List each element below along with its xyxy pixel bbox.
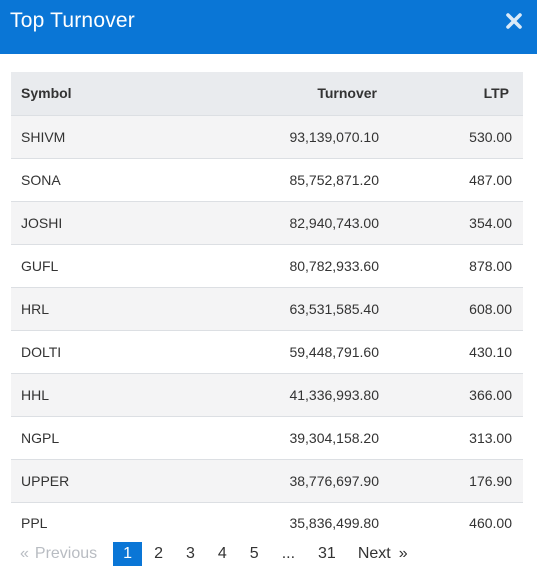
page-1-button[interactable]: 1 xyxy=(113,542,143,566)
cell-symbol: UPPER xyxy=(21,472,70,489)
cell-symbol: JOSHI xyxy=(21,214,63,231)
page-4-button[interactable]: 4 xyxy=(217,545,227,562)
column-header-turnover[interactable]: Turnover xyxy=(317,85,377,102)
table-row[interactable]: HHL 41,336,993.80 366.00 xyxy=(11,373,523,416)
cell-symbol: GUFL xyxy=(21,257,59,274)
pagination: « Previous 1 2 3 4 5 ... 31 Next » xyxy=(12,541,416,567)
cell-turnover: 35,836,499.80 xyxy=(289,514,379,531)
page-5-button[interactable]: 5 xyxy=(249,545,259,562)
modal-header: Top Turnover xyxy=(0,0,537,54)
table-row[interactable]: SONA 85,752,871.20 487.00 xyxy=(11,158,523,201)
table-row[interactable]: SHIVM 93,139,070.10 530.00 xyxy=(11,115,523,158)
cell-turnover: 82,940,743.00 xyxy=(289,214,379,231)
cell-ltp: 460.00 xyxy=(469,514,512,531)
table-row[interactable]: JOSHI 82,940,743.00 354.00 xyxy=(11,201,523,244)
next-label: Next xyxy=(357,545,391,562)
close-button[interactable] xyxy=(505,12,523,30)
table-row[interactable]: NGPL 39,304,158.20 313.00 xyxy=(11,416,523,459)
cell-turnover: 80,782,933.60 xyxy=(289,257,379,274)
cell-turnover: 38,776,697.90 xyxy=(289,472,379,489)
double-chevron-right-icon: » xyxy=(398,545,408,562)
modal-title: Top Turnover xyxy=(10,9,135,32)
table-row[interactable]: DOLTI 59,448,791.60 430.10 xyxy=(11,330,523,373)
cell-ltp: 430.10 xyxy=(469,343,512,360)
cell-ltp: 366.00 xyxy=(469,386,512,403)
cell-turnover: 63,531,585.40 xyxy=(289,300,379,317)
cell-symbol: HRL xyxy=(21,300,50,317)
page-31-button[interactable]: 31 xyxy=(318,545,336,562)
cell-symbol: SHIVM xyxy=(21,128,66,145)
cell-turnover: 41,336,993.80 xyxy=(289,386,379,403)
cell-ltp: 530.00 xyxy=(469,128,512,145)
cell-ltp: 354.00 xyxy=(469,214,512,231)
cell-ltp: 608.00 xyxy=(469,300,512,317)
table-body: SHIVM 93,139,070.10 530.00 SONA 85,752,871.2… xyxy=(11,115,523,543)
table-row[interactable]: HRL 63,531,585.40 608.00 xyxy=(11,287,523,330)
previous-page-button[interactable]: « Previous xyxy=(12,542,105,566)
cell-symbol: NGPL xyxy=(21,429,60,446)
cell-ltp: 878.00 xyxy=(469,257,512,274)
cell-symbol: HHL xyxy=(21,386,50,403)
column-header-ltp[interactable]: LTP xyxy=(483,85,509,102)
close-icon xyxy=(506,13,522,29)
cell-turnover: 59,448,791.60 xyxy=(289,343,379,360)
cell-turnover: 39,304,158.20 xyxy=(289,429,379,446)
table-header-row: Symbol Turnover LTP xyxy=(11,72,523,115)
cell-turnover: 85,752,871.20 xyxy=(289,171,379,188)
double-chevron-left-icon: « xyxy=(20,545,29,562)
turnover-table-container: Symbol Turnover LTP SHIVM 93,139,070.10 53… xyxy=(11,72,523,543)
turnover-table: Symbol Turnover LTP SHIVM 93,139,070.10 53… xyxy=(11,72,523,543)
cell-symbol: SONA xyxy=(21,171,61,188)
cell-symbol: DOLTI xyxy=(21,343,62,360)
cell-ltp: 313.00 xyxy=(469,429,512,446)
table-row[interactable]: GUFL 80,782,933.60 878.00 xyxy=(11,244,523,287)
pagination-ellipsis: ... xyxy=(281,545,296,562)
previous-label: Previous xyxy=(34,545,98,562)
next-page-button[interactable]: Next » xyxy=(350,542,416,566)
table-row[interactable]: PPL 35,836,499.80 460.00 xyxy=(11,502,523,543)
column-header-symbol[interactable]: Symbol xyxy=(21,85,72,102)
page-3-button[interactable]: 3 xyxy=(185,545,195,562)
page-2-button[interactable]: 2 xyxy=(154,545,163,562)
cell-ltp: 487.00 xyxy=(469,171,512,188)
cell-symbol: PPL xyxy=(21,514,48,531)
table-row[interactable]: UPPER 38,776,697.90 176.90 xyxy=(11,459,523,502)
cell-ltp: 176.90 xyxy=(469,472,512,489)
cell-turnover: 93,139,070.10 xyxy=(289,128,379,145)
